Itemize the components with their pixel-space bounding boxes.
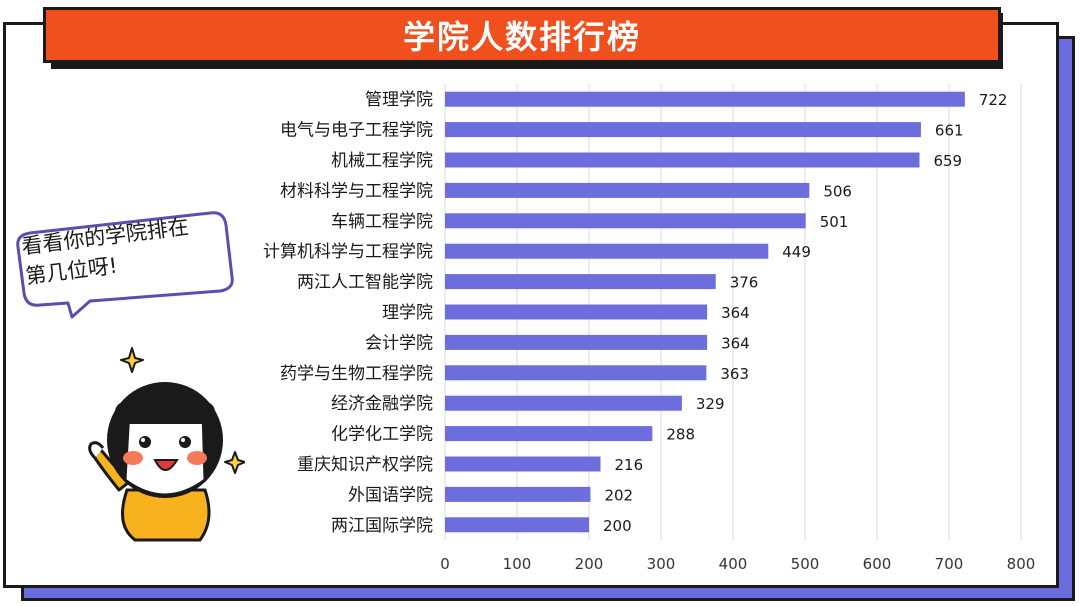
category-label: 两江国际学院 [331, 516, 433, 536]
x-tick-label: 200 [575, 555, 604, 573]
category-label: 机械工程学院 [331, 151, 433, 171]
x-tick-label: 500 [791, 555, 820, 573]
category-label: 经济金融学院 [331, 394, 433, 414]
data-label: 506 [823, 182, 852, 200]
x-tick-label: 0 [440, 555, 450, 573]
title-banner: 学院人数排行榜 [43, 7, 1001, 63]
data-label: 449 [782, 243, 811, 261]
bar [445, 152, 920, 168]
x-tick-label: 100 [503, 555, 532, 573]
category-label: 会计学院 [365, 333, 433, 353]
x-tick-label: 800 [1007, 555, 1036, 573]
category-label: 车辆工程学院 [331, 212, 433, 232]
data-label: 216 [615, 456, 644, 474]
bar [445, 213, 806, 229]
bar [445, 517, 589, 533]
category-label: 外国语学院 [348, 485, 433, 505]
cartoon-girl-illustration [88, 347, 245, 542]
data-label: 661 [935, 122, 964, 140]
bar [445, 182, 810, 198]
x-tick-label: 600 [863, 555, 892, 573]
category-label: 理学院 [382, 303, 433, 323]
category-label: 两江人工智能学院 [297, 273, 433, 293]
data-label: 376 [730, 274, 759, 292]
category-label: 化学化工学院 [331, 425, 433, 445]
sparkle-icon [224, 451, 245, 474]
data-label: 722 [979, 91, 1008, 109]
data-label: 501 [820, 213, 849, 231]
bar [445, 304, 708, 320]
data-label: 659 [933, 152, 962, 170]
data-label: 200 [603, 517, 632, 535]
bar [445, 365, 707, 381]
data-label: 202 [604, 486, 633, 504]
bar [445, 91, 965, 107]
sparkle-icon [120, 347, 144, 373]
category-label: 电气与电子工程学院 [280, 121, 433, 141]
x-tick-label: 400 [719, 555, 748, 573]
category-label: 重庆知识产权学院 [297, 455, 433, 475]
data-label: 363 [720, 365, 749, 383]
x-tick-label: 700 [935, 555, 964, 573]
speech-bubble [16, 211, 234, 319]
category-label: 材料科学与工程学院 [280, 181, 433, 201]
data-label: 329 [696, 395, 725, 413]
bar [445, 274, 716, 290]
category-label: 计算机科学与工程学院 [263, 242, 433, 262]
bar [445, 486, 591, 502]
bar [445, 456, 601, 472]
bar [445, 243, 769, 259]
data-label: 288 [666, 426, 695, 444]
category-label: 药学与生物工程学院 [280, 364, 433, 384]
x-tick-label: 300 [647, 555, 676, 573]
bar [445, 395, 682, 411]
bar [445, 334, 708, 350]
bar [445, 122, 921, 138]
bar [445, 426, 653, 442]
page-title: 学院人数排行榜 [402, 18, 641, 56]
data-label: 364 [721, 334, 750, 352]
data-label: 364 [721, 304, 750, 322]
category-label: 管理学院 [365, 90, 433, 110]
